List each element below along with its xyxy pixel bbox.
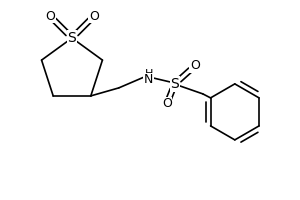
Text: O: O (190, 59, 200, 72)
Text: S: S (170, 77, 179, 91)
Text: N: N (144, 73, 154, 86)
Text: H: H (145, 69, 153, 79)
Text: S: S (68, 31, 76, 45)
Text: O: O (162, 97, 172, 110)
Text: O: O (45, 9, 55, 22)
Text: O: O (89, 9, 99, 22)
